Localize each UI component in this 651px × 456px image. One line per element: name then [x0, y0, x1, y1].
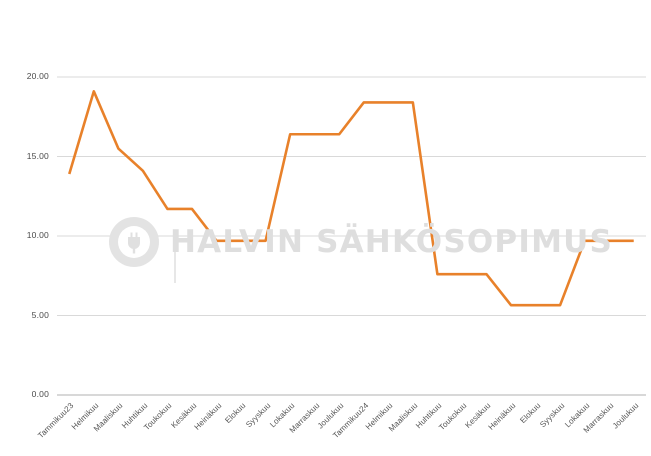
y-tick-label: 15.00 [26, 150, 49, 161]
y-tick-label: 0.00 [31, 389, 49, 399]
y-tick-label: 5.00 [31, 309, 49, 320]
y-tick-label: 10.00 [26, 230, 49, 240]
gridlines [57, 76, 646, 396]
series-line-hinta [68, 90, 634, 307]
y-tick-label: 20.00 [26, 71, 49, 81]
